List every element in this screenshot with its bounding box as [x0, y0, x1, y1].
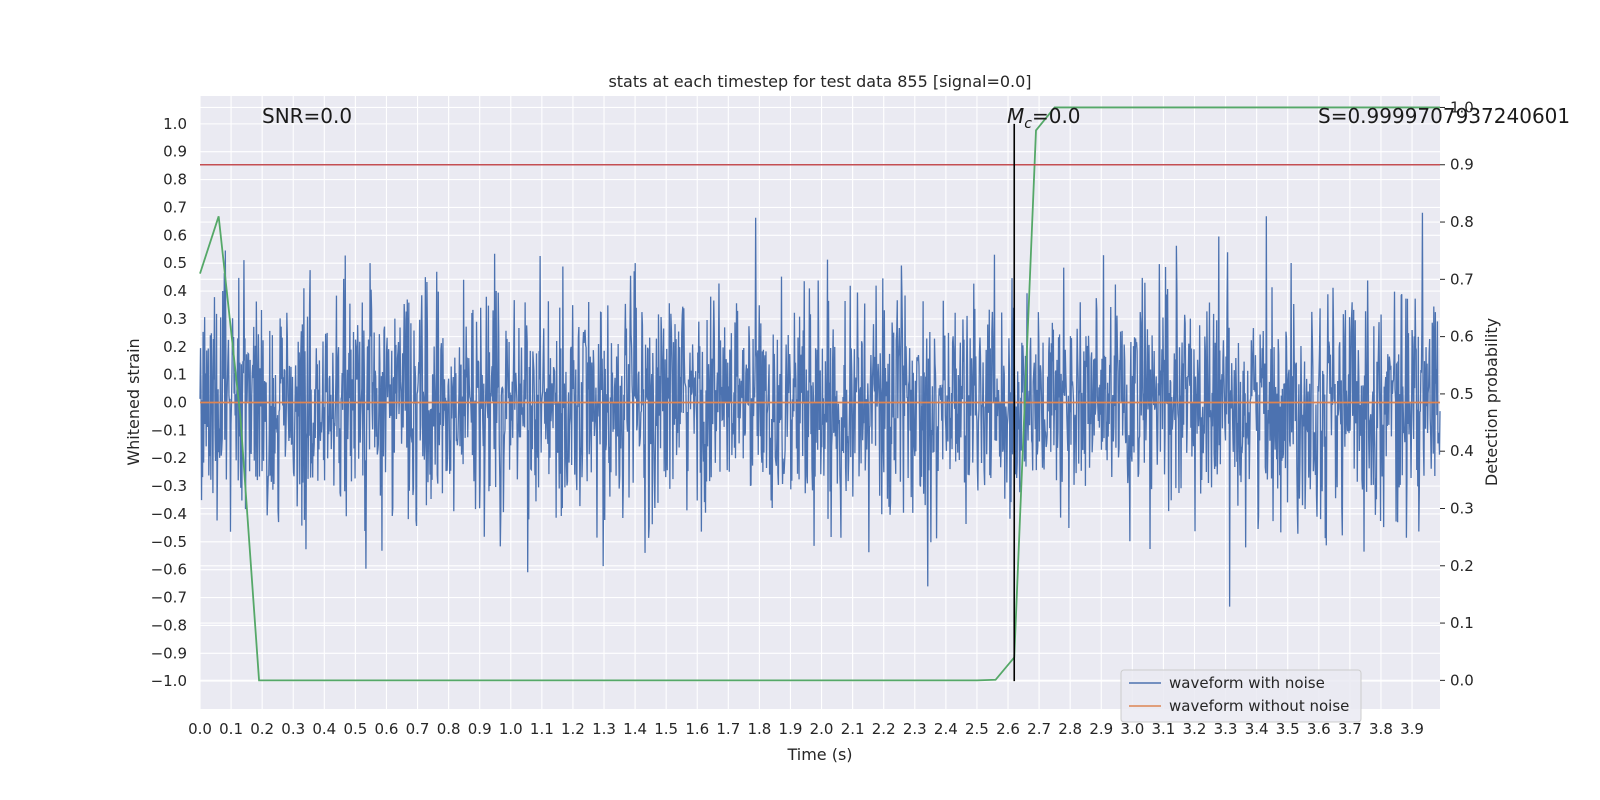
x-tick-label: 2.1	[841, 720, 865, 738]
x-tick-label: 0.5	[343, 720, 367, 738]
series-detection-probability	[199, 106, 1440, 682]
legend-box	[1120, 669, 1362, 723]
y-tick-label: −0.6	[151, 561, 187, 579]
y-tick-label: 0.2	[163, 338, 187, 356]
line-series	[199, 106, 1440, 682]
x-tick-label: 3.1	[1151, 720, 1175, 738]
noise-series	[199, 212, 1441, 607]
y-tick-label: −0.7	[151, 589, 187, 607]
y2-tick-label: 0.8	[1450, 213, 1474, 231]
x-tick-label: 2.4	[934, 720, 958, 738]
x-tick-label: 0.7	[406, 720, 430, 738]
x-tick-label: 2.5	[965, 720, 989, 738]
y-tick-label: 0.3	[163, 310, 187, 328]
y-tick-label: −0.8	[151, 616, 187, 634]
y2-axis-label: Detection probability	[1482, 318, 1501, 486]
x-tick-label: 2.6	[996, 720, 1020, 738]
tick-labels: 0.0 0.1 0.2 0.3 0.4 0.5 0.6 0.7 0.8 0.9 1.0 1.1 1.2 1…	[151, 98, 1474, 738]
legend: waveform with noise waveform without noi…	[1120, 669, 1362, 723]
y2-tick-label: 0.6	[1450, 328, 1474, 346]
x-tick-label: 3.8	[1369, 720, 1393, 738]
y-tick-label: 0.7	[163, 198, 187, 216]
x-tick-label: 2.9	[1089, 720, 1113, 738]
y-tick-label: 0.1	[163, 366, 187, 384]
y-tick-label: 0.8	[163, 171, 187, 189]
y-tick-label: 0.9	[163, 143, 187, 161]
x-tick-label: 0.0	[188, 720, 212, 738]
x-tick-label: 0.1	[219, 720, 243, 738]
mc-annotation-value: =0.0	[1032, 104, 1081, 128]
s-annotation: S=0.9999707937240601	[1318, 104, 1570, 128]
x-tick-label: 1.5	[654, 720, 678, 738]
y-tick-label: −0.5	[151, 533, 187, 551]
y2-tick-label: 0.7	[1450, 270, 1474, 288]
x-tick-label: 3.3	[1214, 720, 1238, 738]
y2-tick-label: 0.4	[1450, 442, 1474, 460]
x-tick-label: 3.2	[1183, 720, 1207, 738]
chart-title: stats at each timestep for test data 855…	[608, 72, 1031, 91]
y-tick-label: 0.4	[163, 282, 187, 300]
x-tick-label: 0.2	[250, 720, 274, 738]
x-tick-label: 3.5	[1276, 720, 1300, 738]
y-tick-label: 0.0	[163, 394, 187, 412]
x-tick-label: 2.8	[1058, 720, 1082, 738]
x-tick-label: 1.2	[561, 720, 585, 738]
x-tick-label: 0.6	[375, 720, 399, 738]
series-waveform-with-noise	[199, 212, 1441, 607]
y2-tick-label: 1.0	[1450, 98, 1474, 116]
x-tick-label: 1.7	[716, 720, 740, 738]
x-tick-label: 1.8	[747, 720, 771, 738]
y-tick-label: −0.4	[151, 505, 187, 523]
y-tick-label: 0.5	[163, 254, 187, 272]
x-axis-label: Time (s)	[786, 745, 852, 764]
x-tick-label: 1.4	[623, 720, 647, 738]
y2-tick-label: 0.5	[1450, 385, 1474, 403]
y-tick-label: −0.1	[151, 421, 187, 439]
x-tick-label: 0.4	[312, 720, 336, 738]
x-tick-label: 2.7	[1027, 720, 1051, 738]
y-tick-label: −1.0	[151, 672, 187, 690]
y-tick-label: 0.6	[163, 226, 187, 244]
x-tick-label: 2.2	[872, 720, 896, 738]
y-axis-label: Whitened strain	[124, 338, 143, 465]
y-tick-label: 1.0	[163, 115, 187, 133]
x-tick-label: 0.9	[468, 720, 492, 738]
x-tick-label: 1.6	[685, 720, 709, 738]
y2-tick-label: 0.1	[1450, 614, 1474, 632]
x-tick-label: 3.0	[1120, 720, 1144, 738]
mc-annotation-subscript: c	[1024, 116, 1032, 132]
x-tick-label: 3.6	[1307, 720, 1331, 738]
y2-tick-label: 0.9	[1450, 156, 1474, 174]
y-tick-label: −0.9	[151, 644, 187, 662]
x-tick-label: 2.3	[903, 720, 927, 738]
y2-tick-label: 0.0	[1450, 671, 1474, 689]
x-tick-label: 0.3	[281, 720, 305, 738]
x-tick-label: 0.8	[437, 720, 461, 738]
x-tick-label: 1.9	[779, 720, 803, 738]
x-tick-label: 1.3	[592, 720, 616, 738]
snr-annotation: SNR=0.0	[262, 104, 352, 128]
legend-label-clean: waveform without noise	[1169, 697, 1349, 715]
legend-label-noise: waveform with noise	[1169, 674, 1325, 692]
y2-tick-label: 0.2	[1450, 557, 1474, 575]
y-tick-label: −0.2	[151, 449, 187, 467]
x-tick-label: 1.1	[530, 720, 554, 738]
x-tick-label: 3.7	[1338, 720, 1362, 738]
mc-annotation-symbol: M	[1007, 104, 1024, 128]
y-tick-label: −0.3	[151, 477, 187, 495]
x-tick-label: 2.0	[810, 720, 834, 738]
x-tick-label: 3.9	[1400, 720, 1424, 738]
x-tick-label: 3.4	[1245, 720, 1269, 738]
x-tick-label: 1.0	[499, 720, 523, 738]
mc-annotation: Mc=0.0	[1007, 104, 1081, 132]
y2-tick-label: 0.3	[1450, 499, 1474, 517]
